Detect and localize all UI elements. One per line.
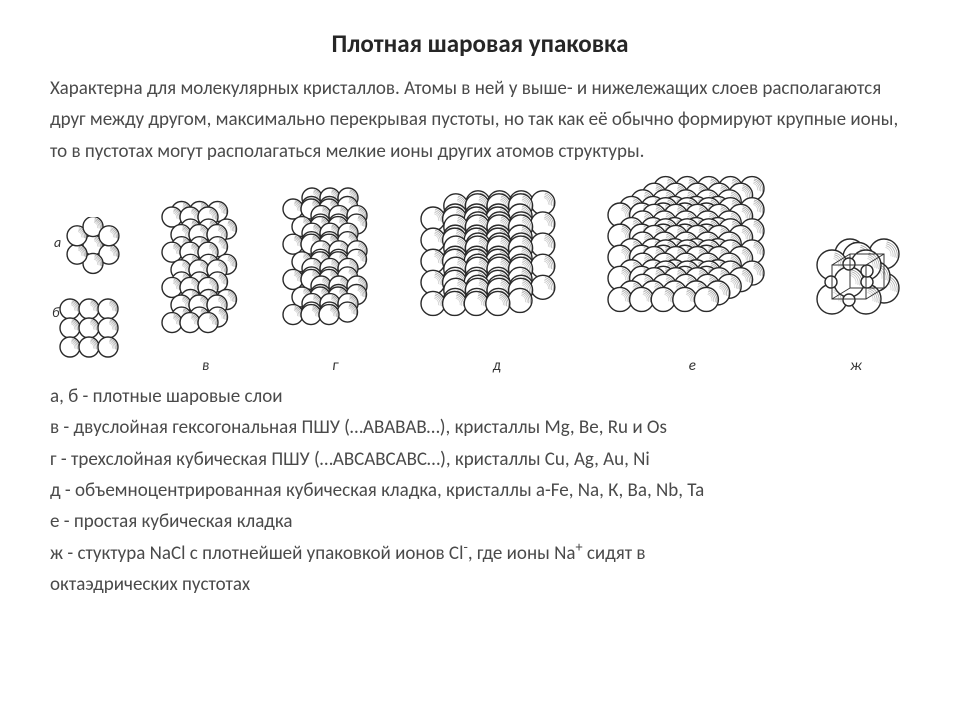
page-title: Плотная шаровая упаковка — [50, 28, 910, 59]
figure-label-zh: ж — [850, 357, 862, 375]
caption-6: ж - стуктура NaCl с плотнейшей упаковкой… — [50, 538, 910, 569]
caption-1: а, б - плотные шаровые слои — [50, 381, 910, 412]
figure-label-g: г — [332, 357, 338, 375]
caption-7: октаэдрических пустотах — [50, 569, 910, 600]
caption-3: г - трехслойная кубическая ПШУ (…АВСАВСА… — [50, 444, 910, 475]
caption-5: е - простая кубическая кладка — [50, 506, 910, 537]
figure-d: д — [411, 183, 583, 375]
caption-2: в - двуслойная гексогональная ПШУ (…АВАВ… — [50, 412, 910, 443]
figure-row: аб в г д е ж — [50, 173, 910, 375]
figure-e: е — [598, 173, 786, 375]
figure-zh: ж — [802, 237, 910, 375]
figure-a-b: аб — [50, 217, 136, 375]
caption-block: а, б - плотные шаровые слои в - двуслойн… — [50, 381, 910, 600]
figure-label-v: в — [202, 357, 209, 375]
description-paragraph: Характерна для молекулярных кристаллов. … — [50, 73, 910, 167]
svg-text:а: а — [54, 234, 61, 251]
figure-label-d: д — [493, 357, 501, 375]
svg-text:б: б — [52, 304, 60, 321]
figure-g: г — [275, 187, 395, 375]
caption-4: д - объемноцентрированная кубическая кла… — [50, 475, 910, 506]
figure-label-e: е — [689, 357, 696, 375]
figure-v: в — [152, 197, 260, 375]
